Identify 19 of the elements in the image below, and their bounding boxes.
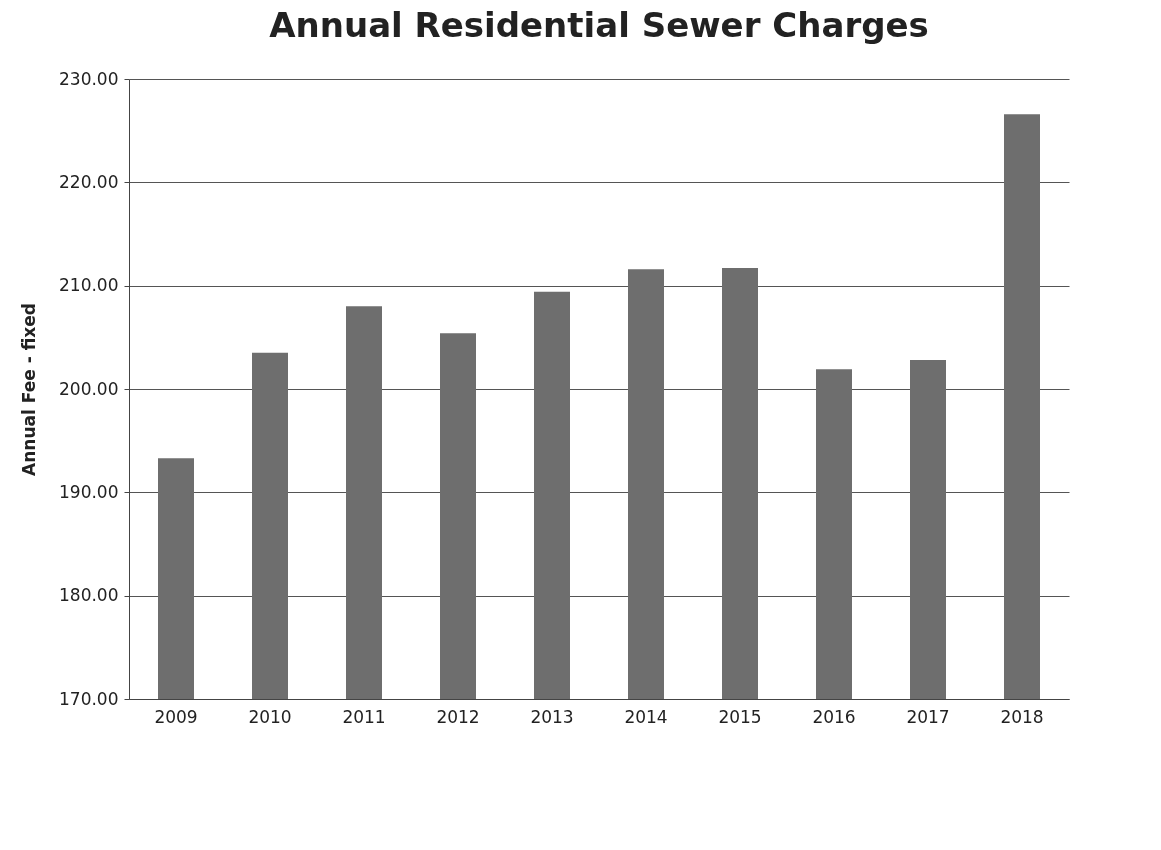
x-tick-label: 2013 <box>530 706 574 727</box>
x-tick-label: 2010 <box>248 706 292 727</box>
x-tick-label: 2015 <box>718 706 762 727</box>
x-tick-label: 2016 <box>812 706 856 727</box>
x-tick-label: 2017 <box>906 706 950 727</box>
y-axis-title: Annual Fee - fixed <box>19 303 40 476</box>
x-tick-label: 2014 <box>624 706 668 727</box>
y-tick-label: 210.00 <box>59 275 119 296</box>
y-tick-label: 180.00 <box>59 585 119 606</box>
x-tick-label: 2009 <box>154 706 198 727</box>
x-tick-label: 2018 <box>1000 706 1044 727</box>
y-tick-label: 200.00 <box>59 378 119 399</box>
x-tick-label: 2011 <box>342 706 386 727</box>
y-tick-label: 220.00 <box>59 171 119 192</box>
y-tick-label: 230.00 <box>59 68 119 89</box>
chart-title: Annual Residential Sewer Charges <box>269 5 929 45</box>
y-tick-label: 170.00 <box>59 688 119 709</box>
x-tick-label: 2012 <box>436 706 480 727</box>
y-tick-label: 190.00 <box>59 481 119 502</box>
